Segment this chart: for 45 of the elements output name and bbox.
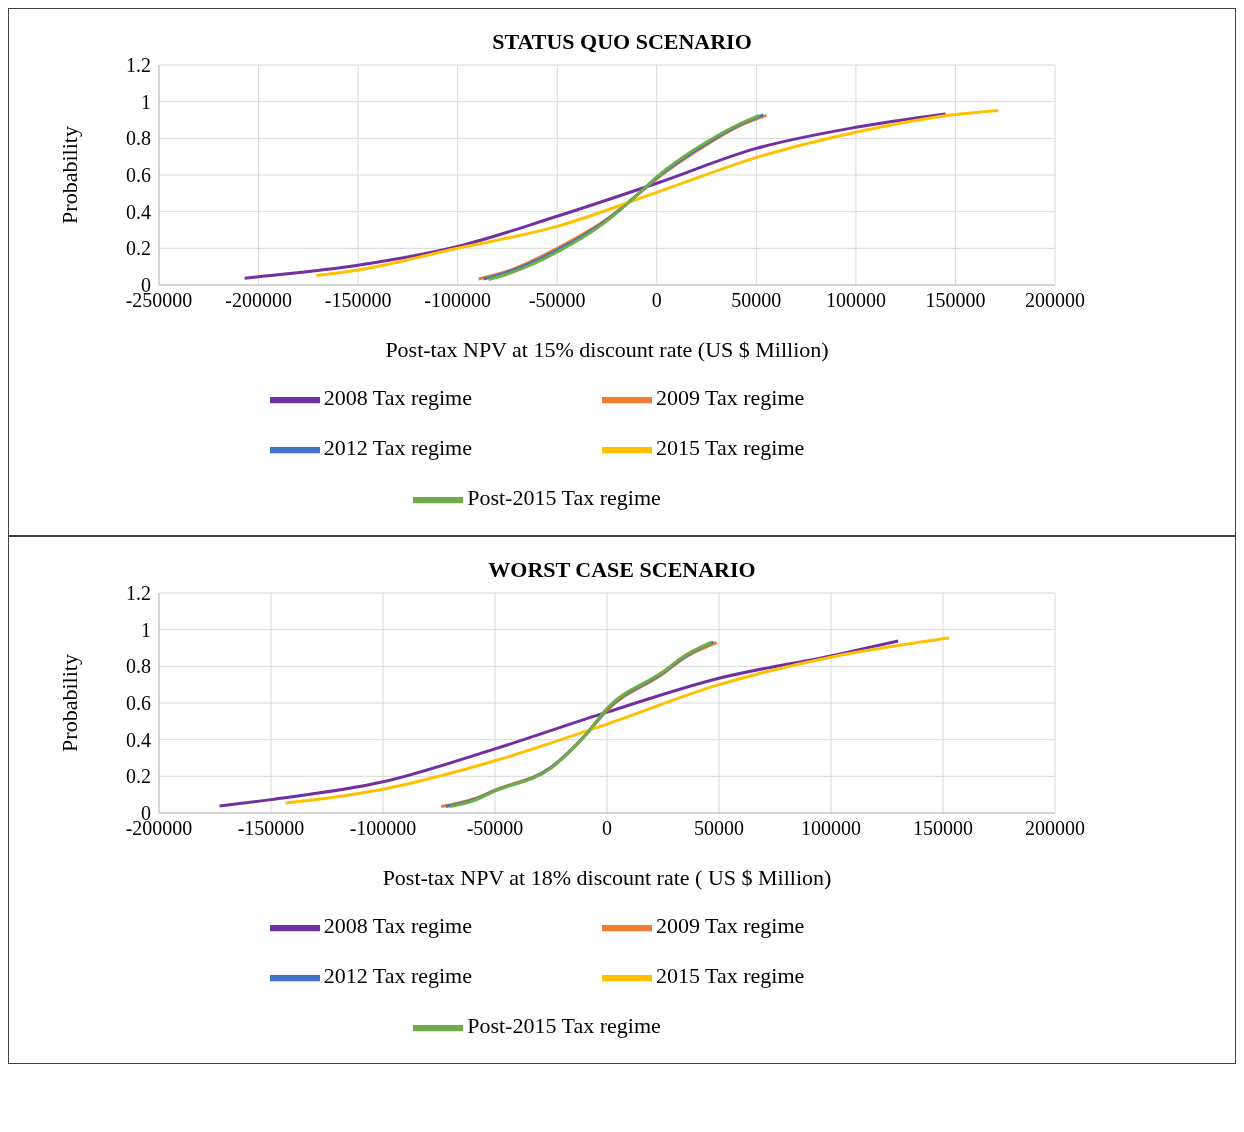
legend-label: 2015 Tax regime [656,435,805,461]
y-tick-label: 1 [141,618,151,641]
x-tick-label: 100000 [801,817,861,840]
y-tick-label: 1.2 [126,582,151,605]
chart-title: WORST CASE SCENARIO [487,557,757,583]
y-tick-label: 0.6 [126,692,151,715]
legend-label: 2008 Tax regime [323,913,472,939]
x-tick-label: 200000 [1025,817,1085,840]
x-tick-label: 150000 [913,817,973,840]
x-tick-label: 150000 [925,289,986,312]
x-tick-label: 50000 [694,817,744,840]
legend-label: Post-2015 Tax regime [467,485,661,511]
y-tick-label: 0.2 [126,765,151,788]
y-tick-label: 0.4 [126,728,151,751]
x-tick-label: -150000 [237,817,305,840]
y-tick-label: 0.4 [126,200,151,223]
legend-label: Post-2015 Tax regime [467,1013,661,1039]
y-tick-label: 0.2 [126,237,151,260]
y-tick-label: 0.6 [126,164,151,187]
legend-label: 2009 Tax regime [656,385,805,411]
x-tick-label: 50000 [731,289,782,312]
y-tick-label: 1 [141,90,151,113]
y-tick-label: 0.8 [126,127,151,150]
legend-label: 2012 Tax regime [323,435,472,461]
legend-label: 2015 Tax regime [656,963,805,989]
legend-label: 2012 Tax regime [323,963,472,989]
chart-title: STATUS QUO SCENARIO [491,29,753,55]
x-axis-title: Post-tax NPV at 18% discount rate ( US $ Million) [382,865,832,890]
y-axis-title: Probability [56,654,82,752]
x-tick-label: 200000 [1025,289,1085,312]
x-tick-label: -200000 [225,289,292,312]
legend-label: 2009 Tax regime [656,913,805,939]
y-axis-title: Probability [56,126,82,224]
x-tick-label: -100000 [349,817,417,840]
y-tick-label: 1.2 [126,54,151,77]
x-tick-label: 100000 [825,289,886,312]
x-tick-label: 0 [651,289,662,312]
x-tick-label: -100000 [424,289,491,312]
x-tick-label: 0 [602,817,612,840]
x-tick-label: -50000 [528,289,586,312]
x-tick-label: -150000 [324,289,392,312]
x-axis-title: Post-tax NPV at 15% discount rate (US $ Million) [385,337,829,362]
x-tick-label: -50000 [466,817,524,840]
legend-label: 2008 Tax regime [323,385,472,411]
y-tick-label: 0.8 [126,655,151,678]
